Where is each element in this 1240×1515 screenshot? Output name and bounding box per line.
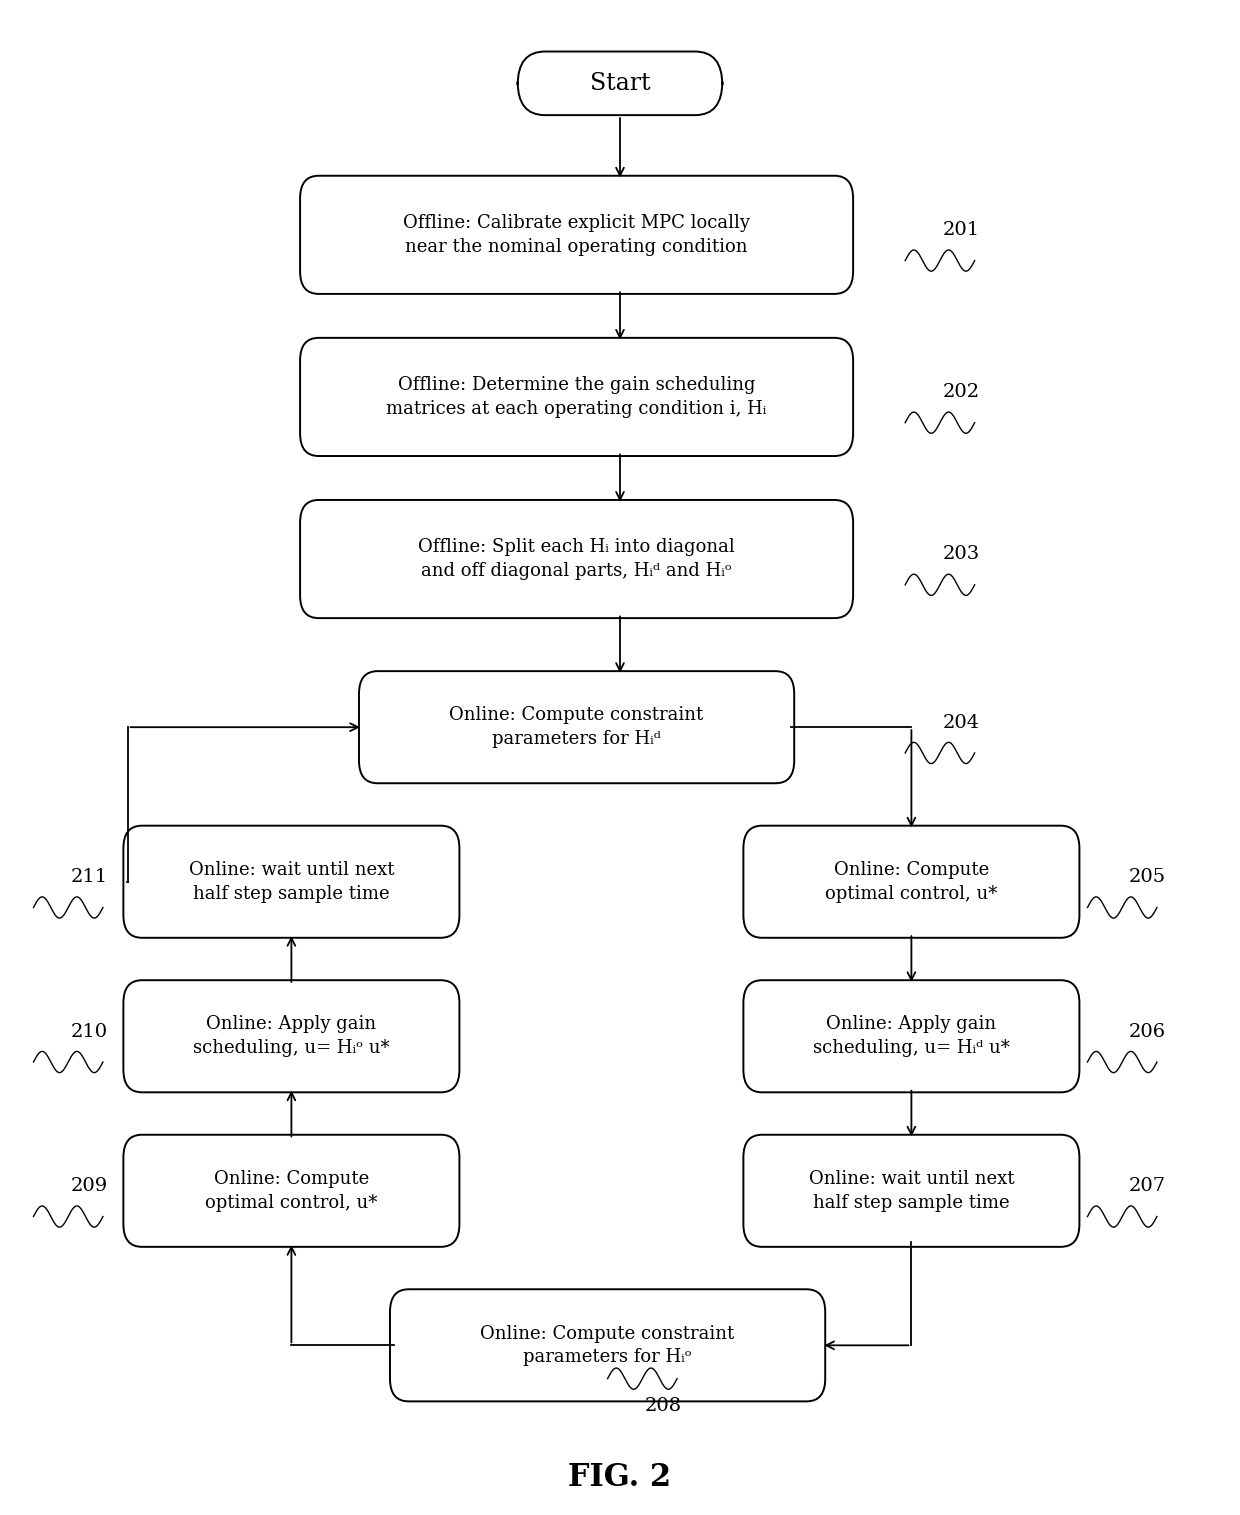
FancyBboxPatch shape xyxy=(744,826,1079,938)
FancyBboxPatch shape xyxy=(389,1289,826,1401)
FancyBboxPatch shape xyxy=(300,500,853,618)
FancyBboxPatch shape xyxy=(123,1135,459,1247)
Text: 208: 208 xyxy=(645,1397,682,1415)
FancyBboxPatch shape xyxy=(300,176,853,294)
Text: 203: 203 xyxy=(942,545,980,564)
FancyBboxPatch shape xyxy=(360,671,795,783)
Text: Online: Compute constraint
parameters for Hᵢᵒ: Online: Compute constraint parameters fo… xyxy=(480,1324,735,1367)
Text: Offline: Calibrate explicit MPC locally
near the nominal operating condition: Offline: Calibrate explicit MPC locally … xyxy=(403,214,750,256)
Text: Online: Compute
optimal control, u*: Online: Compute optimal control, u* xyxy=(825,861,998,903)
FancyBboxPatch shape xyxy=(300,338,853,456)
FancyBboxPatch shape xyxy=(744,980,1079,1092)
Text: 205: 205 xyxy=(1128,868,1166,886)
Text: 202: 202 xyxy=(942,383,980,401)
Text: Offline: Split each Hᵢ into diagonal
and off diagonal parts, Hᵢᵈ and Hᵢᵒ: Offline: Split each Hᵢ into diagonal and… xyxy=(418,538,735,580)
FancyBboxPatch shape xyxy=(744,1135,1079,1247)
Text: FIG. 2: FIG. 2 xyxy=(568,1462,672,1492)
Text: 207: 207 xyxy=(1128,1177,1166,1195)
Text: Online: Apply gain
scheduling, u= Hᵢᵈ u*: Online: Apply gain scheduling, u= Hᵢᵈ u* xyxy=(813,1015,1009,1057)
Text: 211: 211 xyxy=(71,868,108,886)
Text: 210: 210 xyxy=(71,1023,108,1041)
Text: Online: wait until next
half step sample time: Online: wait until next half step sample… xyxy=(808,1170,1014,1212)
Text: Offline: Determine the gain scheduling
matrices at each operating condition i, H: Offline: Determine the gain scheduling m… xyxy=(387,376,766,418)
Text: Online: wait until next
half step sample time: Online: wait until next half step sample… xyxy=(188,861,394,903)
Text: Online: Compute
optimal control, u*: Online: Compute optimal control, u* xyxy=(205,1170,378,1212)
FancyBboxPatch shape xyxy=(123,826,459,938)
Text: 206: 206 xyxy=(1128,1023,1166,1041)
FancyBboxPatch shape xyxy=(123,980,459,1092)
Text: 209: 209 xyxy=(71,1177,108,1195)
Text: 204: 204 xyxy=(942,714,980,732)
Text: Start: Start xyxy=(590,71,650,95)
FancyBboxPatch shape xyxy=(517,52,722,115)
Text: Online: Apply gain
scheduling, u= Hᵢᵒ u*: Online: Apply gain scheduling, u= Hᵢᵒ u* xyxy=(193,1015,389,1057)
Text: Online: Compute constraint
parameters for Hᵢᵈ: Online: Compute constraint parameters fo… xyxy=(449,706,704,748)
Text: 201: 201 xyxy=(942,221,980,239)
